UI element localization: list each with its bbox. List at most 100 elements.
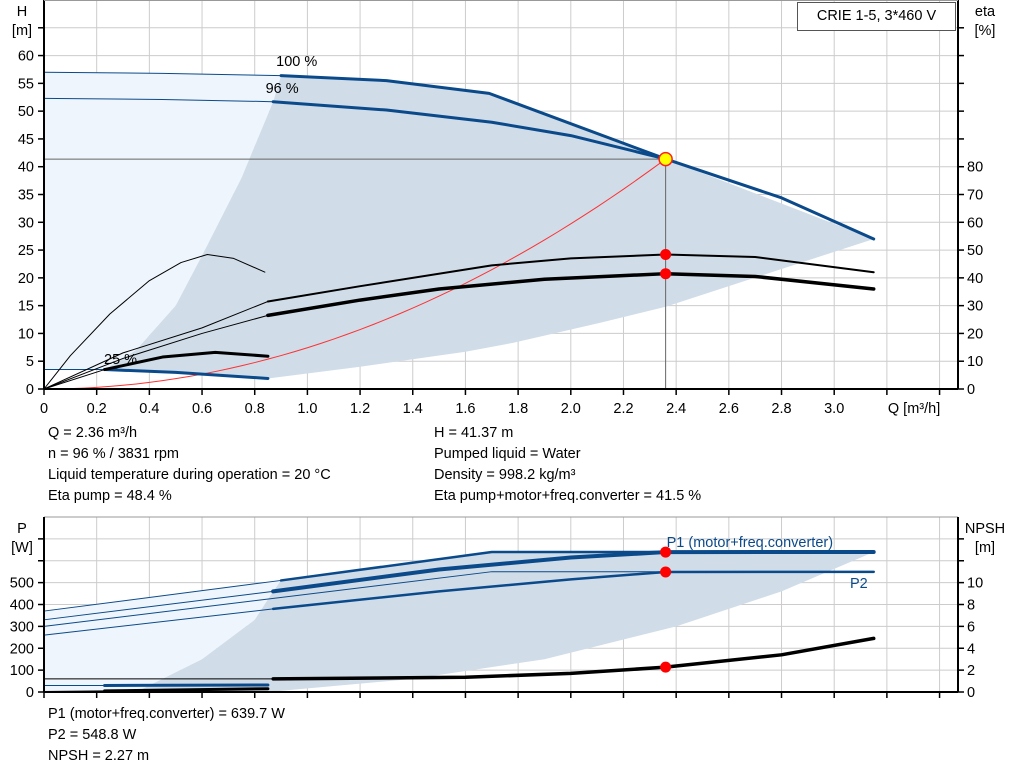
power-marker (660, 566, 672, 578)
y-tick-label-right: 70 (967, 188, 983, 204)
operating-range-area (104, 75, 874, 379)
duty-point (658, 151, 673, 167)
power-marker (660, 546, 672, 558)
x-tick-label: 0.4 (139, 401, 159, 417)
curve-h6-extended (43, 369, 105, 390)
top-info-right: H = 41.37 m Pumped liquid = Water Densit… (434, 423, 701, 507)
y-tick-label-left: 30 (18, 215, 34, 231)
curve-p5 (271, 636, 876, 681)
x-tick-label: 3.0 (824, 401, 844, 417)
y-tick-label-right: 8 (967, 598, 975, 614)
y-tick-label-left: 5 (26, 354, 34, 370)
x-tick-label: 0.8 (245, 401, 265, 417)
y-tick-label-left: 0 (26, 382, 34, 398)
system-curve (43, 160, 664, 390)
curve-h0 (279, 74, 668, 161)
y-tick-label-right: 50 (967, 243, 983, 259)
y-axis-title-right: NPSH (965, 521, 1005, 537)
y-tick-label-left: 500 (10, 576, 34, 592)
curve-h5-extended (43, 254, 266, 390)
y-tick-label-right: 2 (967, 663, 975, 679)
eta-marker (660, 268, 672, 280)
p2-label: P2 (850, 576, 868, 592)
curve-p0-extended (43, 579, 282, 612)
curve-h2 (103, 368, 270, 380)
power-marker (660, 661, 672, 673)
top-info-left: Q = 2.36 m³/h n = 96 % / 3831 rpm Liquid… (48, 423, 331, 507)
y-axis-title-right: eta (975, 4, 996, 20)
curve-p3 (271, 570, 875, 611)
curve-h4-extended (43, 314, 269, 390)
info-eta-total: Eta pump+motor+freq.converter = 41.5 % (434, 488, 702, 504)
y-tick-label-left: 15 (18, 299, 34, 315)
info-q: Q = 2.36 m³/h (48, 425, 138, 441)
curve-label-25: 25 % (104, 352, 137, 368)
pump-title-box: CRIE 1-5, 3*460 V (797, 2, 956, 31)
curve-p6 (103, 687, 270, 693)
x-tick-label: 0 (40, 401, 48, 417)
x-axis-title: Q [m³/h] (888, 401, 940, 417)
curve-label-100: 100 % (276, 54, 317, 70)
x-tick-label: 1.6 (455, 401, 475, 417)
y-tick-label-right: 0 (967, 382, 975, 398)
curve-label-96: 96 % (266, 81, 299, 97)
y-tick-label-right: 4 (967, 641, 975, 657)
y-tick-label-left: 60 (18, 49, 34, 65)
bottom-info: P1 (motor+freq.converter) = 639.7 W P2 =… (48, 704, 285, 767)
y-tick-label-left: 40 (18, 160, 34, 176)
x-tick-label: 2.4 (666, 401, 686, 417)
info-temperature: Liquid temperature during operation = 20… (48, 467, 331, 483)
x-tick-label: 2.2 (613, 401, 633, 417)
x-tick-label: 0.6 (192, 401, 212, 417)
extended-range-area (44, 72, 282, 370)
y-tick-label-right: 40 (967, 271, 983, 287)
curve-h1-extended (43, 97, 274, 103)
curve-p3-extended (43, 608, 274, 636)
x-tick-label: 2.0 (561, 401, 581, 417)
p1-label: P1 (motor+freq.converter) (667, 535, 833, 551)
y-tick-label-left: 55 (18, 76, 34, 92)
y-axis-unit-left: [W] (11, 540, 33, 556)
y-axis-unit-right: [m] (975, 540, 995, 556)
curve-h1 (271, 100, 876, 241)
y-tick-label-right: 60 (967, 215, 983, 231)
y-axis-unit-right: [%] (975, 23, 996, 39)
y-axis-unit-left: [m] (12, 23, 32, 39)
y-tick-label-right: 6 (967, 619, 975, 635)
x-tick-label: 2.8 (771, 401, 791, 417)
curve-h4 (266, 271, 876, 318)
info-p1: P1 (motor+freq.converter) = 639.7 W (48, 706, 285, 722)
eta-marker (660, 249, 672, 261)
info-density: Density = 998.2 kg/m³ (434, 467, 576, 483)
info-liquid: Pumped liquid = Water (434, 446, 581, 462)
x-tick-label: 1.0 (297, 401, 317, 417)
curve-h6 (103, 350, 270, 372)
y-tick-label-left: 25 (18, 243, 34, 259)
info-speed: n = 96 % / 3831 rpm (48, 446, 179, 462)
extended-range-area-power (44, 580, 282, 692)
curve-h0-extended (43, 71, 282, 77)
y-tick-label-right: 80 (967, 160, 983, 176)
y-axis-title-left: P (17, 521, 27, 537)
y-tick-label-left: 100 (10, 663, 34, 679)
y-tick-label-right: 10 (967, 354, 983, 370)
y-tick-label-left: 300 (10, 619, 34, 635)
y-tick-label-right: 30 (967, 299, 983, 315)
curve-p1 (271, 550, 876, 594)
y-tick-label-right: 10 (967, 576, 983, 592)
y-tick-label-left: 400 (10, 598, 34, 614)
info-npsh: NPSH = 2.27 m (48, 748, 150, 764)
curve-p1-extended (43, 590, 274, 621)
y-tick-label-right: 20 (967, 326, 983, 342)
x-tick-label: 0.2 (87, 401, 107, 417)
y-tick-label-left: 50 (18, 104, 34, 120)
x-tick-label: 1.4 (403, 401, 423, 417)
info-p2: P2 = 548.8 W (48, 727, 137, 743)
y-tick-label-left: 10 (18, 326, 34, 342)
y-tick-label-left: 45 (18, 132, 34, 148)
curve-h3-extended (43, 301, 269, 390)
y-axis-title-left: H (17, 4, 27, 20)
x-tick-label: 2.6 (719, 401, 739, 417)
curve-h3 (266, 253, 875, 303)
